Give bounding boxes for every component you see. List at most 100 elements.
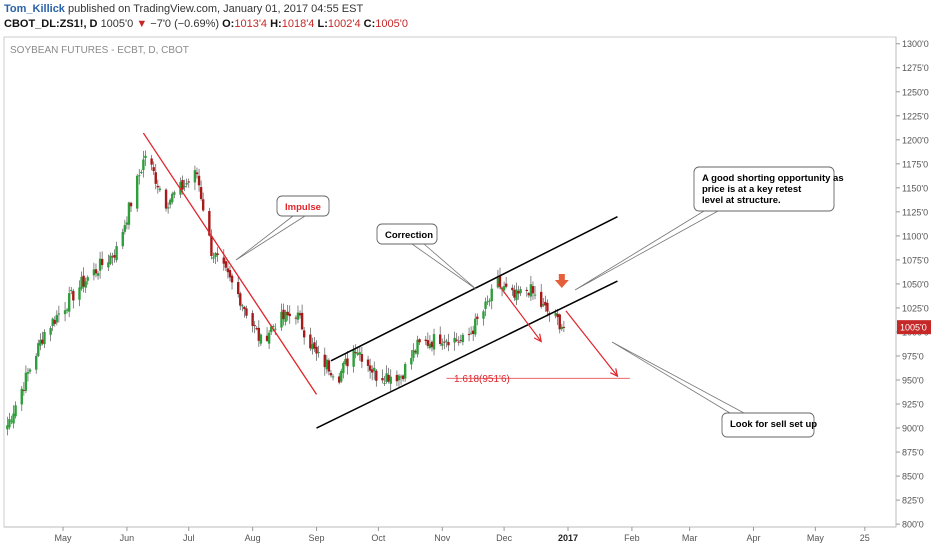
candle-body bbox=[86, 277, 89, 281]
close-value: 1005'0 bbox=[375, 18, 408, 30]
price-tick-label: 1225'0 bbox=[902, 111, 929, 121]
candle-body bbox=[280, 311, 283, 328]
candle-body bbox=[459, 340, 463, 342]
correction-callout-box bbox=[376, 223, 438, 245]
candle-body bbox=[98, 258, 102, 271]
projection-arrow-head bbox=[610, 368, 619, 378]
candle-body bbox=[111, 256, 114, 258]
candle-body bbox=[228, 270, 232, 278]
candle-body bbox=[140, 171, 143, 174]
candle-body bbox=[375, 370, 378, 381]
candle-body bbox=[447, 341, 450, 346]
candle-body bbox=[488, 300, 491, 302]
candle-body bbox=[354, 352, 357, 354]
candle-body bbox=[432, 334, 436, 350]
price-tick-label: 975'0 bbox=[902, 351, 924, 361]
candle-body bbox=[20, 388, 23, 405]
time-tick-label: 2017 bbox=[558, 533, 578, 543]
candle-body bbox=[482, 311, 485, 319]
candle-body bbox=[311, 344, 314, 350]
candle-body bbox=[358, 352, 362, 355]
candle-body bbox=[469, 332, 473, 334]
candle-body bbox=[109, 255, 112, 264]
price-tick-label: 875'0 bbox=[902, 448, 924, 458]
time-tick-label: Nov bbox=[434, 533, 451, 543]
candle-body bbox=[445, 340, 448, 342]
candle-body bbox=[315, 346, 318, 354]
candle-body bbox=[286, 311, 289, 316]
symbol-label[interactable]: CBOT_DL:ZS1!, D bbox=[4, 18, 98, 30]
down-arrow-icon bbox=[554, 274, 569, 288]
candle-body bbox=[484, 301, 487, 309]
close-label: C: bbox=[363, 18, 376, 30]
low-value: 1002'4 bbox=[327, 18, 361, 30]
candle-body bbox=[403, 364, 407, 379]
candle-body bbox=[208, 211, 211, 236]
candle-body bbox=[251, 313, 254, 326]
candle-body bbox=[560, 326, 564, 330]
candle-body bbox=[259, 334, 263, 344]
candle-body bbox=[154, 172, 157, 184]
candle-body bbox=[395, 374, 399, 382]
candle-body bbox=[39, 339, 42, 346]
candle-body bbox=[222, 257, 225, 264]
candle-body bbox=[70, 290, 73, 292]
chart-title: SOYBEAN FUTURES - ECBT, D, CBOT bbox=[10, 45, 189, 56]
candle-body bbox=[10, 420, 13, 422]
time-tick-label: Dec bbox=[496, 533, 513, 543]
price-tick-label: 1250'0 bbox=[902, 87, 929, 97]
candle-body bbox=[152, 167, 155, 172]
candle-body bbox=[476, 316, 479, 319]
candle-body bbox=[401, 375, 405, 380]
candle-body bbox=[294, 317, 298, 319]
candle-body bbox=[323, 354, 326, 368]
candle-body bbox=[269, 326, 273, 333]
candle-body bbox=[115, 246, 118, 261]
author-link[interactable]: Tom_Killick bbox=[4, 3, 65, 15]
channel-lower-line bbox=[316, 280, 618, 429]
candle-body bbox=[540, 291, 543, 307]
candle-body bbox=[51, 318, 54, 327]
candle-body bbox=[533, 294, 537, 296]
impulse-trendline bbox=[142, 132, 318, 395]
candle-body bbox=[57, 313, 61, 315]
candle-body bbox=[274, 328, 277, 330]
time-tick-label: May bbox=[807, 533, 825, 543]
candle-body bbox=[127, 202, 131, 225]
candle-body bbox=[138, 175, 141, 177]
candle-body bbox=[142, 159, 145, 171]
candle-body bbox=[92, 269, 96, 276]
price-change: −7'0 (−0.69%) bbox=[150, 18, 220, 30]
candle-body bbox=[14, 405, 17, 417]
candle-body bbox=[370, 369, 374, 373]
candle-body bbox=[123, 225, 127, 232]
candle-body bbox=[257, 327, 261, 341]
time-tick-label: Aug bbox=[245, 533, 261, 543]
candle-body bbox=[80, 276, 83, 289]
candle-body bbox=[519, 289, 522, 294]
candle-body bbox=[173, 192, 176, 195]
candle-body bbox=[471, 330, 475, 334]
candle-body bbox=[272, 326, 275, 328]
candle-body bbox=[94, 269, 98, 274]
candle-body bbox=[500, 287, 504, 290]
candle-body bbox=[253, 325, 256, 327]
candle-body bbox=[325, 359, 329, 370]
candle-body bbox=[300, 312, 304, 330]
price-tick-label: 1075'0 bbox=[902, 255, 929, 265]
shorting-callout-text: A good shorting opportunity as bbox=[702, 173, 844, 184]
price-tick-label: 1050'0 bbox=[902, 279, 929, 289]
candle-body bbox=[467, 334, 471, 336]
published-text: published on TradingView.com, January 01… bbox=[68, 3, 364, 15]
candle-body bbox=[296, 312, 300, 320]
time-axis[interactable]: May Jun Jul Aug Sep Oct Nov Dec 2017 Feb Mar Apr May… bbox=[54, 527, 870, 543]
candle-body bbox=[424, 339, 427, 342]
candle-body bbox=[373, 367, 376, 372]
candle-body bbox=[224, 261, 228, 268]
candle-body bbox=[230, 275, 234, 283]
price-axis[interactable]: 1300'0 1275'0 1250'0 1225'0 1200'0 1175'0 1150… bbox=[896, 39, 929, 530]
candle-body bbox=[513, 289, 516, 298]
candle-body bbox=[239, 293, 242, 306]
candle-body bbox=[241, 305, 244, 307]
